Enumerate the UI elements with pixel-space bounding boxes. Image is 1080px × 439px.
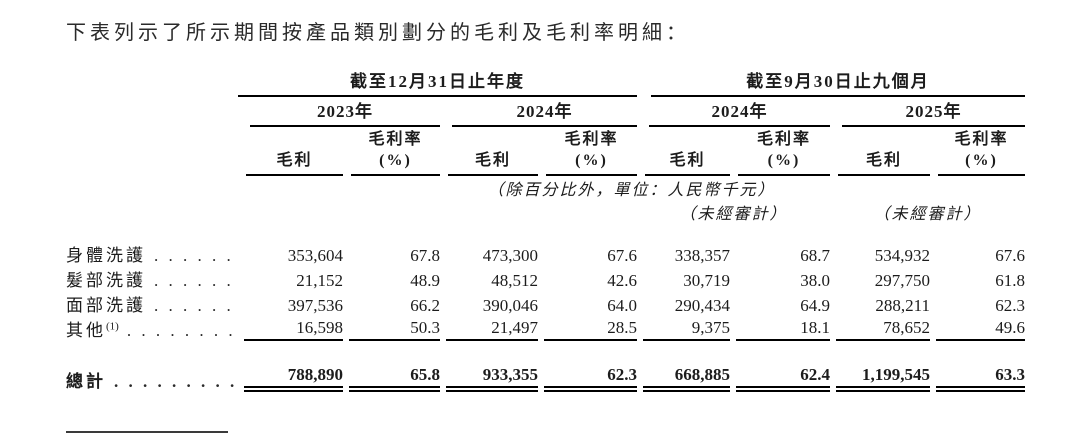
unaudited-note-2025: （未經審計） <box>873 206 982 223</box>
cell-value: 67.8 <box>410 246 440 265</box>
cell-value: 66.2 <box>410 296 440 315</box>
row-label: 其他 <box>66 321 106 340</box>
cell-value: 288,211 <box>875 296 930 315</box>
dot-leader: . . . . . . <box>154 271 234 290</box>
column-header-margin: 毛利率 (%) <box>738 129 830 176</box>
cell-value: 397,536 <box>287 296 343 315</box>
year-header-2024: 2024年 <box>452 97 637 127</box>
period-group-year-ended: 截至12月31日止年度 <box>238 67 637 97</box>
cell-value: 38.0 <box>800 271 830 290</box>
cell-value: 18.1 <box>736 318 830 341</box>
year-header-2024-9m: 2024年 <box>649 97 830 127</box>
cell-value: 16,598 <box>244 318 343 341</box>
table-row-others: 其他(1). . . . . . . . 16,598 50.3 21,497 … <box>66 316 1025 341</box>
year-header-2025: 2025年 <box>842 97 1025 127</box>
cell-value: 64.0 <box>607 296 637 315</box>
gross-profit-by-category-table: 截至12月31日止年度 截至9月30日止九個月 2023年 2024年 2024… <box>66 64 1025 392</box>
column-header-gross-profit: 毛利 <box>838 150 930 176</box>
table-row-total: 總計 . . . . . . . . . 788,890 65.8 933,355… <box>66 362 1025 392</box>
cell-value: 50.3 <box>349 318 440 341</box>
table-caption: 下表列示了所示期間按產品類別劃分的毛利及毛利率明細： <box>66 22 690 44</box>
total-row-label: 總計 <box>66 372 106 391</box>
column-header-margin: 毛利率 (%) <box>351 129 440 176</box>
column-header-margin: 毛利率 (%) <box>938 129 1025 176</box>
row-label: 髮部洗護 <box>66 271 146 290</box>
table-row-hair-wash: 髮部洗護. . . . . . 21,152 48.9 48,512 42.6 … <box>66 266 1025 291</box>
label-column-spacer <box>66 97 238 127</box>
cell-value: 21,497 <box>446 318 538 341</box>
cell-value: 61.8 <box>995 271 1025 290</box>
footnote-divider-rule <box>66 431 228 433</box>
cell-value: 353,604 <box>287 246 343 265</box>
unit-note-row: （除百分比外，單位：人民幣千元） <box>66 176 1025 200</box>
column-header-gross-profit: 毛利 <box>246 150 343 176</box>
cell-value: 78,652 <box>836 318 930 341</box>
dot-leader: . . . . . . <box>154 246 234 265</box>
cell-value: 48,512 <box>491 271 538 290</box>
cell-value: 290,434 <box>674 296 730 315</box>
period-group-nine-months: 截至9月30日止九個月 <box>651 67 1025 97</box>
total-cell-value: 62.3 <box>544 365 637 388</box>
cell-value: 534,932 <box>874 246 930 265</box>
dot-leader: . . . . . . . . . <box>114 372 238 391</box>
table-row-body-wash: 身體洗護 . . . . . . 353,604 67.8 473,300 67.… <box>66 241 1025 266</box>
cell-value: 28.5 <box>544 318 637 341</box>
cell-value: 9,375 <box>643 318 730 341</box>
dot-leader: . . . . . . . . <box>126 321 236 340</box>
total-cell-value: 668,885 <box>643 365 730 388</box>
year-header-2023: 2023年 <box>250 97 440 127</box>
footnote-reference: (1) <box>106 320 119 333</box>
sub-header-row: 毛利 毛利率 (%) 毛利 毛利率 (%) <box>66 127 1025 176</box>
cell-value: 68.7 <box>800 246 830 265</box>
total-cell-value: 62.4 <box>736 365 830 388</box>
unit-note: （除百分比外，單位：人民幣千元） <box>487 182 776 199</box>
cell-value: 297,750 <box>874 271 930 290</box>
unaudited-note-row: （未經審計） （未經審計） <box>66 200 1025 224</box>
cell-value: 49.6 <box>936 318 1025 341</box>
total-cell-value: 63.3 <box>936 365 1025 388</box>
column-header-margin: 毛利率 (%) <box>546 129 637 176</box>
cell-value: 67.6 <box>607 246 637 265</box>
total-cell-value: 788,890 <box>244 365 343 388</box>
label-column-spacer <box>66 127 238 176</box>
column-header-gross-profit: 毛利 <box>645 150 730 176</box>
period-group-header-row: 截至12月31日止年度 截至9月30日止九個月 <box>66 64 1025 97</box>
spacer-row <box>66 341 1025 362</box>
cell-value: 390,046 <box>482 296 538 315</box>
table-row-face-wash: 面部洗護 . . . . . . 397,536 66.2 390,046 64.… <box>66 291 1025 316</box>
row-label: 身體洗護 <box>66 246 146 265</box>
row-label: 面部洗護 <box>66 296 146 315</box>
cell-value: 338,357 <box>674 246 730 265</box>
cell-value: 62.3 <box>995 296 1025 315</box>
year-header-row: 2023年 2024年 2024年 2025年 <box>66 97 1025 127</box>
column-header-gross-profit: 毛利 <box>448 150 538 176</box>
dot-leader: . . . . . . <box>154 296 234 315</box>
unaudited-note-2024: （未經審計） <box>679 206 788 223</box>
cell-value: 42.6 <box>607 271 637 290</box>
cell-value: 473,300 <box>482 246 538 265</box>
label-column-spacer <box>66 64 238 97</box>
total-cell-value: 933,355 <box>446 365 538 388</box>
total-cell-value: 1,199,545 <box>836 365 930 388</box>
total-cell-value: 65.8 <box>349 365 440 388</box>
cell-value: 48.9 <box>410 271 440 290</box>
cell-value: 64.9 <box>800 296 830 315</box>
cell-value: 67.6 <box>995 246 1025 265</box>
spacer-row <box>66 224 1025 241</box>
cell-value: 30,719 <box>683 271 730 290</box>
cell-value: 21,152 <box>296 271 343 290</box>
